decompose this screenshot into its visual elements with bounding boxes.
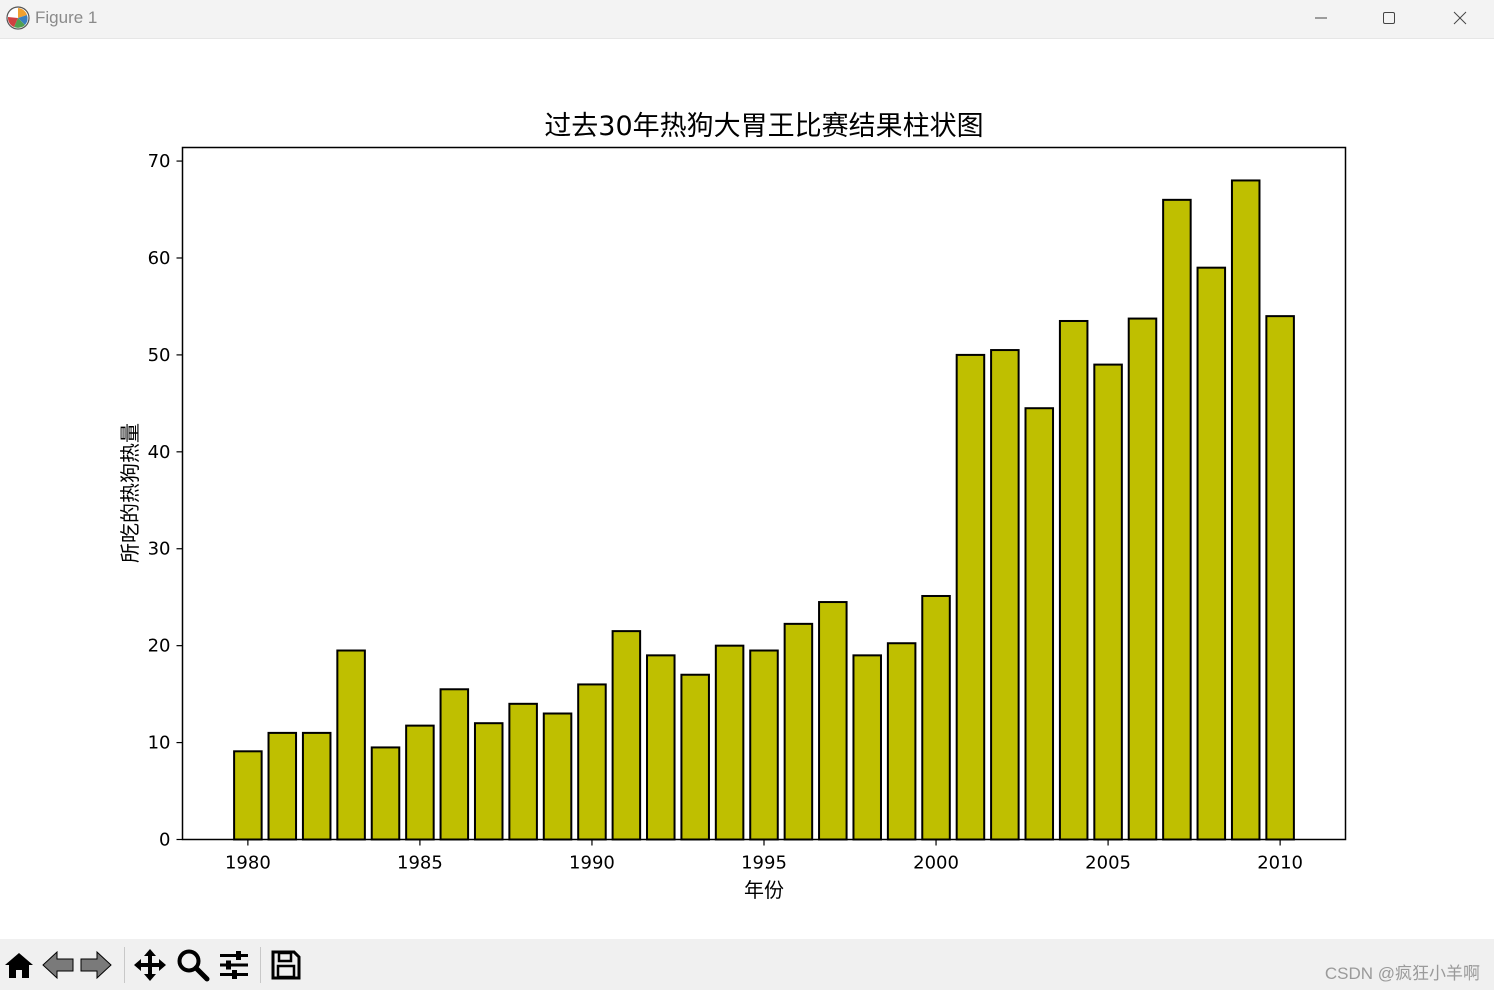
x-axis-ticks: 1980 1985 1990 1995 2000 2005 2010	[225, 839, 1303, 874]
x-tick-label: 2000	[913, 853, 959, 874]
bar-1993	[680, 673, 710, 841]
move-icon	[134, 949, 166, 981]
back-arrow-icon	[42, 950, 74, 980]
x-tick-label: 2005	[1085, 853, 1131, 874]
bar-1988	[508, 702, 538, 841]
y-tick-label: 20	[148, 636, 171, 657]
bar-1996	[783, 622, 814, 841]
close-button[interactable]	[1426, 0, 1494, 36]
bar-1991	[611, 630, 642, 841]
sliders-icon	[220, 951, 248, 979]
y-tick-label: 0	[159, 830, 170, 851]
x-tick-label: 1985	[397, 853, 443, 874]
home-icon	[5, 953, 33, 978]
forward-button[interactable]	[77, 945, 115, 985]
bar-1997	[818, 601, 848, 841]
y-axis-label: 所吃的热狗热量	[118, 423, 142, 563]
configure-subplots-button[interactable]	[215, 945, 253, 985]
maximize-icon	[1383, 12, 1395, 24]
bar-1994	[714, 644, 745, 841]
bar-1983	[336, 649, 366, 841]
bar-1990	[577, 683, 607, 841]
y-tick-label: 30	[148, 539, 171, 560]
figure-canvas[interactable]: 过去30年热狗大胃王比赛结果柱状图 0 10 20 30 40 50 60 70 1980 19…	[0, 39, 1494, 939]
bar-2006	[1127, 317, 1158, 841]
y-tick-label: 70	[148, 151, 171, 172]
forward-arrow-icon	[80, 950, 112, 980]
window-title: Figure 1	[35, 8, 98, 27]
home-button[interactable]	[0, 945, 38, 985]
navigation-toolbar	[0, 939, 1494, 990]
x-tick-label: 1995	[741, 853, 787, 874]
bar-1989	[542, 712, 573, 841]
save-button[interactable]	[267, 945, 305, 985]
y-tick-label: 40	[148, 442, 171, 463]
maximize-button[interactable]	[1355, 0, 1423, 36]
back-button[interactable]	[39, 945, 77, 985]
bar-1992	[646, 654, 676, 841]
bar-1981	[267, 731, 298, 841]
watermark: CSDN @疯狂小羊啊	[1324, 964, 1480, 983]
bar-2003	[1024, 407, 1055, 841]
title-bar[interactable]: Figure 1	[0, 0, 1494, 39]
toolbar-separator	[124, 947, 125, 983]
chart-title: 过去30年热狗大胃王比赛结果柱状图	[544, 111, 983, 142]
x-tick-label: 1990	[569, 853, 615, 874]
bar-1985	[405, 724, 435, 841]
axes-frame	[181, 146, 1347, 841]
bar-2009	[1230, 179, 1261, 841]
zoom-button[interactable]	[174, 945, 212, 985]
bar-2007	[1162, 198, 1192, 841]
y-tick-label: 10	[148, 733, 171, 754]
x-tick-label: 2010	[1257, 853, 1303, 874]
minimize-icon	[1315, 17, 1327, 19]
bar-1987	[473, 722, 504, 841]
bars	[233, 179, 1295, 841]
bar-1995	[749, 649, 779, 841]
bar-2004	[1058, 319, 1089, 841]
y-tick-label: 60	[148, 248, 171, 269]
x-tick-label: 1980	[225, 853, 271, 874]
x-axis-label: 年份	[744, 878, 784, 902]
bar-2000	[921, 594, 951, 841]
bar-1980	[233, 750, 263, 841]
bar-1984	[370, 746, 401, 841]
toolbar-separator	[260, 947, 261, 983]
pan-button[interactable]	[131, 945, 169, 985]
bar-2005	[1093, 363, 1123, 841]
bar-1986	[439, 688, 470, 841]
bar-1998	[852, 654, 882, 841]
bar-1999	[886, 642, 917, 841]
matplotlib-icon	[6, 6, 30, 30]
close-icon	[1453, 11, 1467, 25]
minimize-button[interactable]	[1287, 0, 1355, 36]
bar-2010	[1265, 315, 1295, 841]
y-tick-label: 50	[148, 345, 171, 366]
bar-2001	[955, 353, 986, 841]
magnifier-icon	[177, 949, 210, 982]
bar-2002	[990, 349, 1020, 841]
bar-1982	[301, 731, 332, 841]
y-axis-ticks: 0 10 20 30 40 50 60 70	[148, 151, 183, 851]
bar-2008	[1196, 266, 1227, 841]
floppy-disk-icon	[271, 950, 301, 980]
